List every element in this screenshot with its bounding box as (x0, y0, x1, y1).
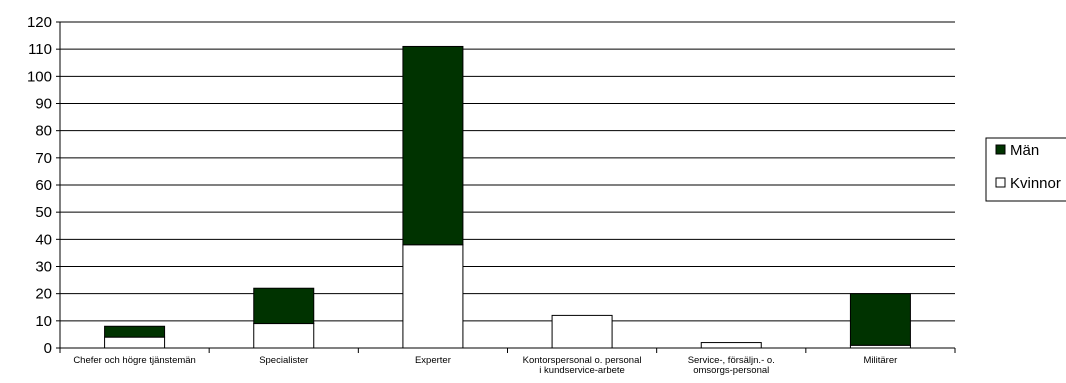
gridlines (60, 21, 955, 322)
bar-kvinnor (700, 342, 762, 349)
y-tick-label: 60 (35, 177, 52, 194)
y-tick-label: 80 (35, 123, 52, 140)
x-axis-tick-marks (59, 348, 956, 353)
bar-m-n (104, 325, 166, 338)
x-category-label: Kontorspersonal o. personal (523, 355, 642, 366)
x-category-label: i kundservice-arbete (539, 365, 625, 376)
y-tick-label: 120 (27, 14, 52, 31)
y-tick-label: 110 (28, 41, 52, 58)
x-category-label: Experter (415, 355, 451, 366)
y-tick-label: 0 (44, 340, 52, 357)
y-axis-tick-labels: 0 10 20 30 40 50 60 70 80 90 100 110 120 (27, 14, 60, 357)
y-tick-label: 100 (27, 68, 52, 85)
legend-swatch-kvinnor (995, 177, 1006, 188)
legend-swatch-man (995, 144, 1006, 155)
legend-label-kvinnor: Kvinnor (1010, 175, 1061, 192)
legend: Män Kvinnor (985, 137, 1066, 202)
x-category-label: Chefer och högre tjänstemän (73, 355, 196, 366)
y-tick-label: 90 (35, 96, 52, 113)
y-tick-label: 10 (35, 313, 52, 330)
bar-m-n (849, 293, 911, 346)
bars (104, 45, 911, 349)
y-tick-label: 20 (35, 286, 52, 303)
y-tick-label: 40 (35, 231, 52, 248)
x-category-label: Specialister (259, 355, 308, 366)
bar-kvinnor (402, 244, 464, 349)
x-category-label: Militärer (864, 355, 898, 366)
y-tick-label: 70 (35, 150, 52, 167)
bar-kvinnor (253, 323, 315, 349)
x-category-label: omsorgs-personal (693, 365, 769, 376)
y-tick-label: 30 (35, 259, 52, 276)
y-tick-label: 50 (35, 204, 52, 221)
bar-m-n (402, 45, 464, 246)
legend-label-man: Män (1010, 142, 1039, 159)
x-category-label: Service-, försäljn.- o. (688, 355, 775, 366)
x-axis-category-labels: Chefer och högre tjänstemän Specialister E… (73, 355, 897, 376)
bar-kvinnor (104, 336, 166, 349)
bar-m-n (253, 287, 315, 325)
bar-kvinnor (551, 314, 613, 349)
